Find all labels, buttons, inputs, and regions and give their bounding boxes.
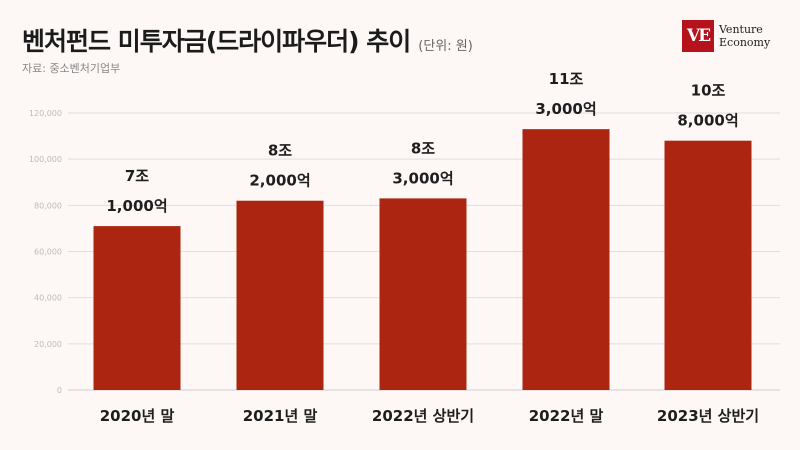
bar: [379, 198, 467, 390]
data-label: 3,000억: [535, 100, 596, 118]
logo-mark: VE: [682, 20, 714, 52]
data-label: 1,000억: [106, 197, 167, 215]
title-row: 벤처펀드 미투자금(드라이파우더) 추이 (단위: 원): [22, 22, 473, 58]
bar: [664, 140, 752, 390]
y-tick-label: 100,000: [29, 155, 62, 164]
logo-text: Venture Economy: [719, 23, 770, 49]
y-tick-label: 0: [57, 386, 62, 395]
x-tick-label: 2022년 말: [529, 407, 604, 425]
unit-label: (단위: 원): [418, 39, 473, 54]
y-tick-label: 120,000: [29, 109, 62, 118]
data-label: 2,000억: [249, 172, 310, 190]
y-tick-label: 60,000: [34, 248, 62, 257]
y-tick-label: 80,000: [34, 201, 62, 210]
logo-text-line2: Economy: [719, 36, 771, 49]
x-tick-label: 2023년 상반기: [657, 407, 759, 425]
brand-logo: VE Venture Economy: [682, 20, 770, 52]
x-tick-label: 2020년 말: [100, 407, 175, 425]
data-label: 11조: [549, 70, 584, 88]
page-title: 벤처펀드 미투자금(드라이파우더) 추이: [22, 27, 411, 56]
data-label: 8조: [268, 142, 292, 160]
data-label: 8,000억: [677, 112, 738, 130]
bar: [93, 226, 181, 390]
y-tick-label: 40,000: [34, 294, 62, 303]
x-tick-label: 2022년 상반기: [372, 407, 474, 425]
data-label: 10조: [691, 82, 726, 100]
logo-text-line1: Venture: [719, 23, 763, 36]
bar: [522, 129, 610, 391]
data-label: 8조: [411, 139, 435, 157]
bar: [236, 200, 324, 390]
y-tick-label: 20,000: [34, 340, 62, 349]
source-label: 자료: 중소벤처기업부: [22, 62, 121, 75]
x-tick-label: 2021년 말: [243, 407, 318, 425]
data-label: 7조: [125, 167, 149, 185]
data-label: 3,000억: [392, 169, 453, 187]
